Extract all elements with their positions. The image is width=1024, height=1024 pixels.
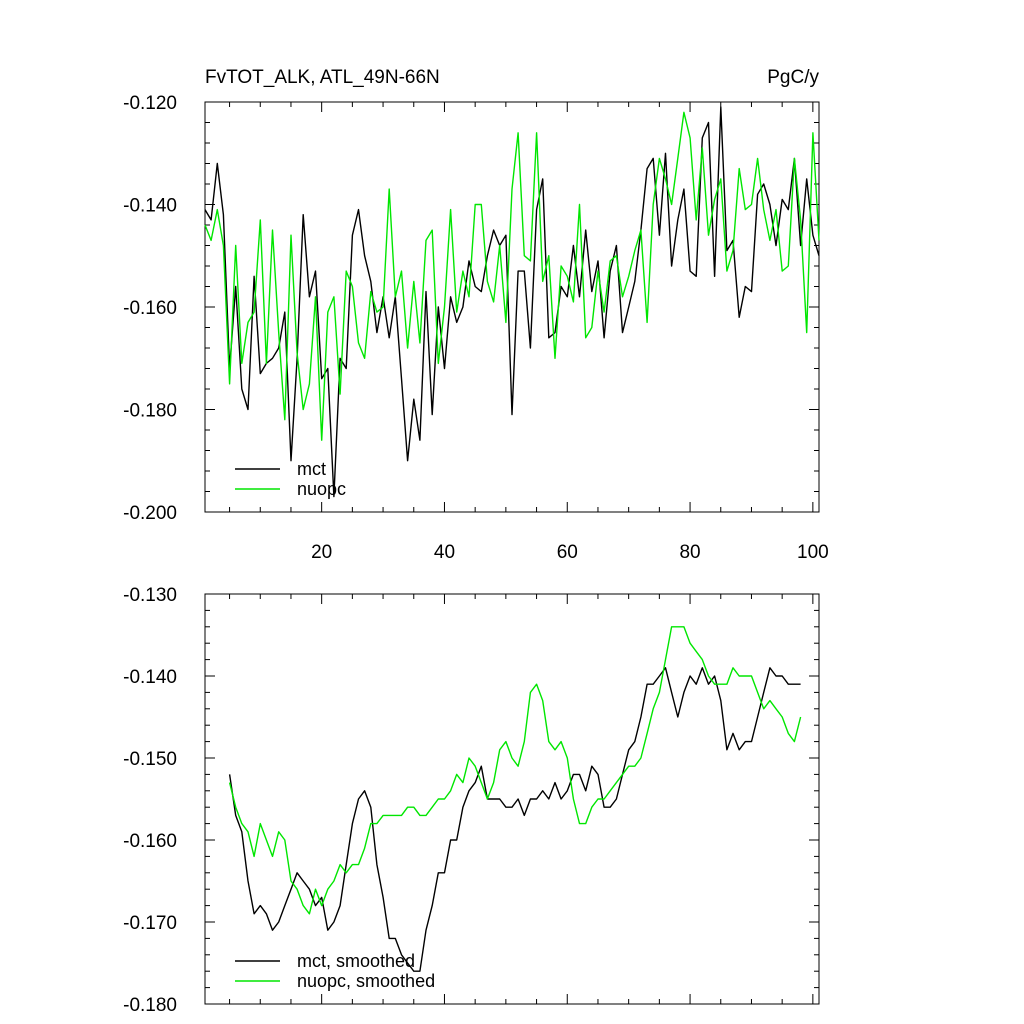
legend-label: nuopc [297,479,346,499]
y-tick-label: -0.140 [123,667,177,688]
x-tick-label: 20 [311,542,332,563]
top-chart-units: PgC/y [767,67,819,88]
bottom-axis-ticks: -0.180 -0.170 -0.160 -0.150 -0.140 -0.130 [123,585,819,1016]
series-line-nuopc-smoothed [228,626,802,915]
x-tick-label: 60 [557,542,578,563]
series-line-mct [204,106,820,498]
y-tick-label: -0.120 [123,93,177,114]
top-panel: FvTOT_ALK, ATL_49N-66N PgC/y -0.200 -0.18… [123,67,829,563]
legend-label: mct, smoothed [297,951,415,971]
top-plot-frame [204,101,820,513]
y-tick-label: -0.170 [123,913,177,934]
y-tick-label: -0.140 [123,196,177,217]
legend-label: nuopc, smoothed [297,971,435,991]
top-chart-title: FvTOT_ALK, ATL_49N-66N [205,67,440,88]
y-tick-label: -0.180 [123,401,177,422]
y-tick-label: -0.180 [123,995,177,1016]
series-line-mct-smoothed [228,667,801,972]
legend-label: mct [297,459,326,479]
bottom-panel: -0.180 -0.170 -0.160 -0.150 -0.140 -0.130 mct… [123,585,820,1016]
top-axis-ticks: -0.200 -0.180 -0.160 -0.140 -0.120 20 40 60 80 10… [123,93,829,563]
y-tick-label: -0.200 [123,503,177,524]
y-tick-label: -0.160 [123,298,177,319]
bottom-plot-frame [204,593,820,1005]
x-tick-label: 40 [434,542,455,563]
x-tick-label: 100 [797,542,829,563]
top-series-lines [204,106,820,498]
x-tick-label: 80 [679,542,700,563]
series-line-nuopc [204,111,820,441]
y-tick-label: -0.130 [123,585,177,606]
bottom-series-lines [228,626,802,972]
y-tick-label: -0.150 [123,749,177,770]
y-tick-label: -0.160 [123,831,177,852]
